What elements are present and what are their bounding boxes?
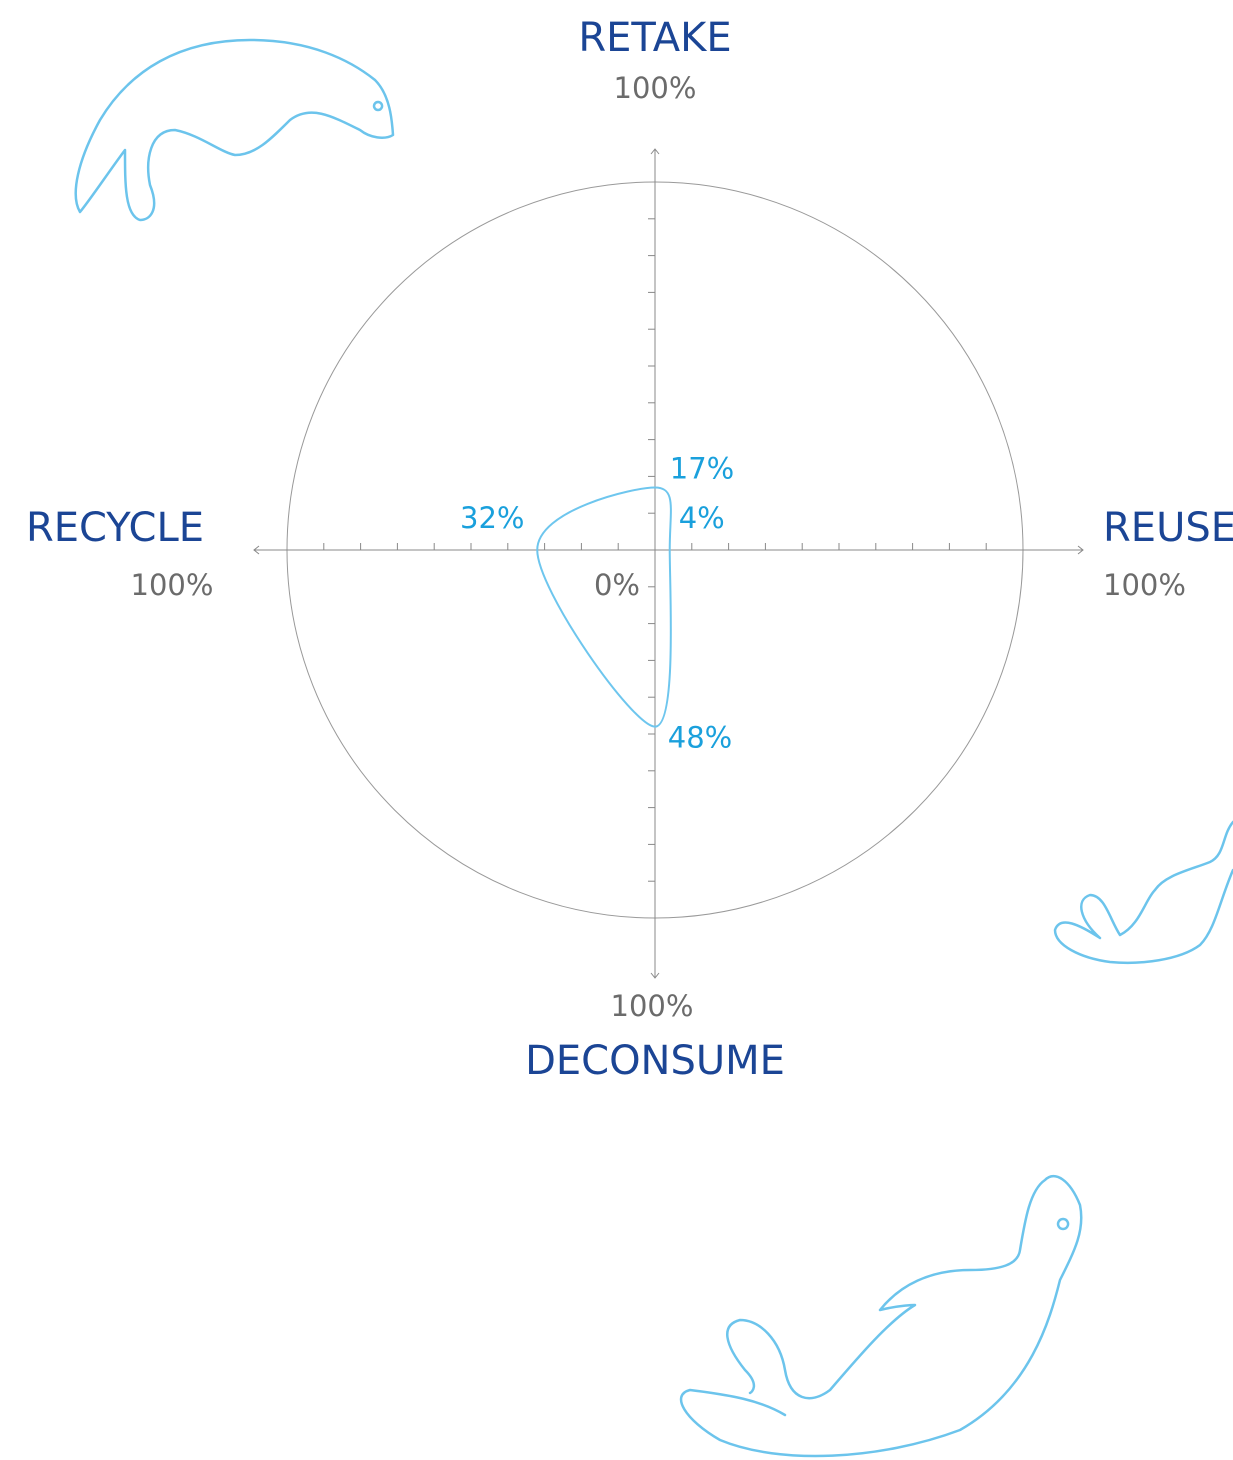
axis-arrow <box>650 148 660 155</box>
value-label: 32% <box>460 501 524 535</box>
axis-arrow <box>253 545 260 555</box>
center-label: 0% <box>594 568 640 602</box>
axis-max-label: 100% <box>1103 568 1186 602</box>
axis-max-label: 100% <box>131 568 214 602</box>
seal-decoration <box>1053 820 1233 965</box>
axis-name: DECONSUME <box>525 1038 785 1084</box>
axis-name: RECYCLE <box>26 505 204 551</box>
axis-max-label: 100% <box>614 71 697 105</box>
seal-decoration <box>679 1174 1083 1458</box>
value-label: 48% <box>668 721 732 755</box>
axis-max-label: 100% <box>611 989 694 1023</box>
value-label: 4% <box>679 501 725 535</box>
axis-arrow <box>650 972 660 979</box>
axis-name: REUSE <box>1103 505 1233 551</box>
axis-arrow <box>1077 545 1084 555</box>
data-shape <box>536 486 672 728</box>
value-label: 17% <box>670 451 734 485</box>
axis-name: RETAKE <box>578 15 731 61</box>
seal-decoration <box>74 38 395 222</box>
